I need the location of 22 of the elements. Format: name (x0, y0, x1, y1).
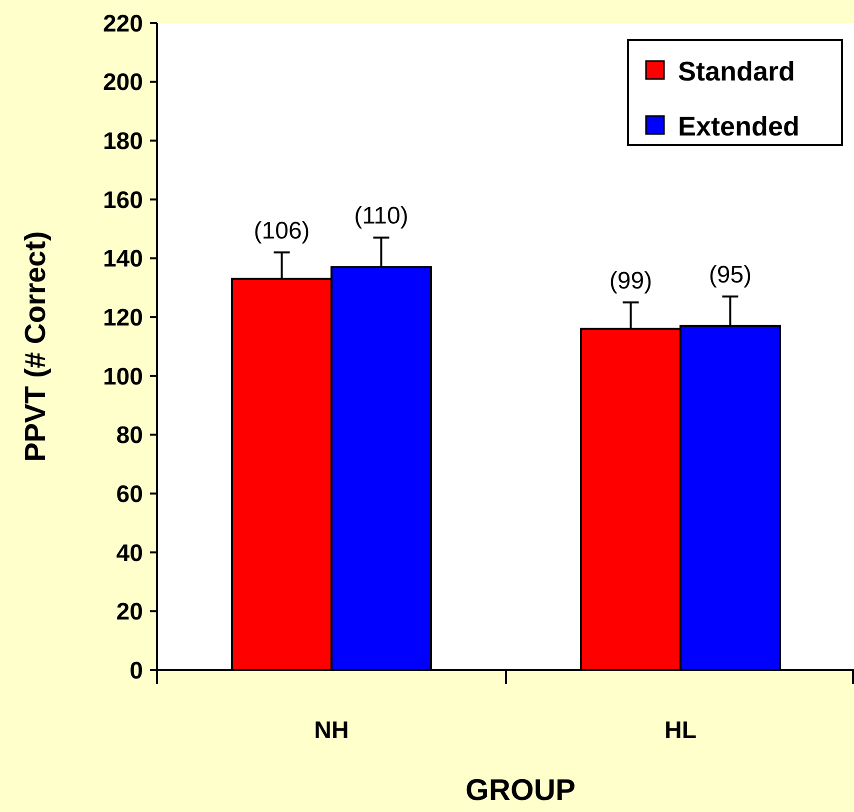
legend-label: Standard (678, 56, 796, 86)
legend-label: Extended (678, 111, 800, 142)
annotation: (99) (609, 267, 652, 294)
annotation: (95) (708, 262, 752, 289)
x-axis-title: GROUP (465, 774, 576, 807)
y-tick-label: 60 (116, 480, 143, 508)
y-tick-label: 100 (102, 363, 143, 390)
y-tick-label: 220 (102, 10, 143, 38)
y-tick-label: 120 (102, 304, 143, 332)
x-tick-label: NH (314, 717, 349, 744)
y-axis-title: PPVT (# Correct) (20, 231, 52, 462)
y-tick-label: 20 (116, 598, 143, 626)
y-tick-label: 140 (102, 246, 143, 273)
annotation: (110) (354, 202, 408, 230)
y-tick-label: 80 (116, 422, 143, 450)
y-tick-label: 0 (130, 657, 143, 684)
y-tick-label: 160 (102, 186, 143, 214)
y-tick-label: 180 (102, 128, 143, 156)
annotation: (106) (254, 217, 310, 244)
y-tick-label: 200 (102, 69, 143, 96)
x-tick-label: HL (664, 717, 696, 744)
y-tick-label: 40 (116, 540, 143, 567)
